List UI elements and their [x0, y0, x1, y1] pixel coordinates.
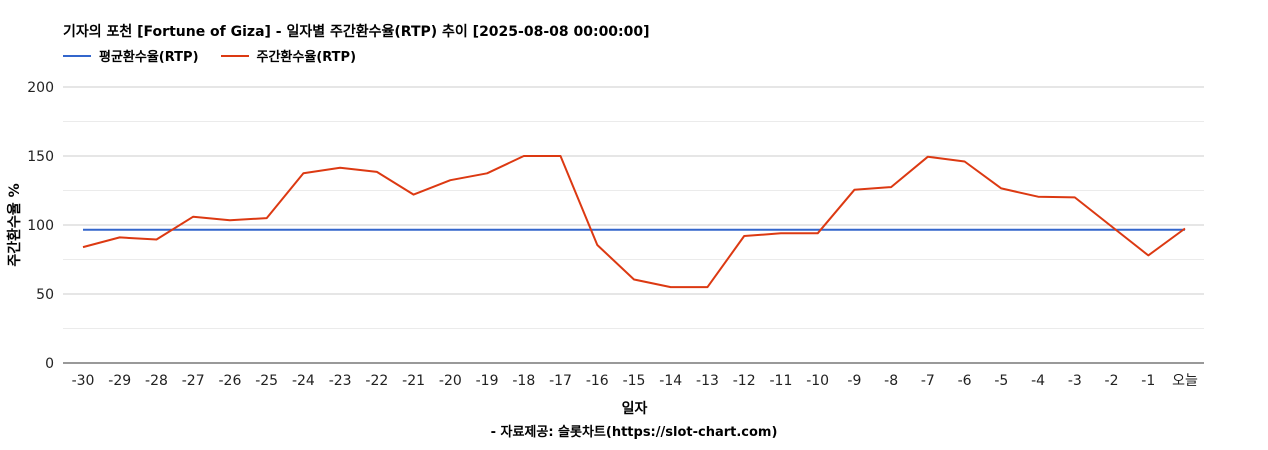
x-tick-label: -5 [994, 373, 1008, 389]
x-tick-label: -21 [402, 373, 425, 389]
x-tick-label: -26 [218, 373, 241, 389]
chart-title: 기자의 포천 [Fortune of Giza] - 일자별 주간환수율(RTP… [63, 24, 650, 40]
legend-item-average[interactable]: 평균환수율(RTP) [63, 46, 199, 65]
y-axis-ticks: 0 50 100 150 200 [27, 80, 54, 372]
y-tick-label: 200 [27, 80, 54, 96]
legend-label-weekly: 주간환수율(RTP) [256, 50, 357, 65]
x-tick-label: -22 [365, 373, 388, 389]
x-tick-label: -11 [769, 373, 792, 389]
legend-label-average: 평균환수율(RTP) [99, 50, 199, 65]
y-tick-label: 100 [27, 218, 54, 234]
x-tick-label: -8 [884, 373, 898, 389]
x-tick-label: -29 [108, 373, 131, 389]
source-note: - 자료제공: 슬롯차트(https://slot-chart.com) [490, 425, 778, 440]
x-tick-label: -25 [255, 373, 278, 389]
legend-swatch-weekly [220, 54, 249, 57]
x-tick-label: -14 [659, 373, 682, 389]
x-tick-label: 오늘 [1172, 373, 1198, 389]
x-tick-label: -20 [439, 373, 462, 389]
x-tick-label: -2 [1105, 373, 1119, 389]
x-tick-label: -28 [145, 373, 168, 389]
x-tick-label: -4 [1031, 373, 1045, 389]
legend-swatch-average [63, 54, 91, 57]
x-tick-label: -1 [1141, 373, 1155, 389]
y-tick-label: 0 [45, 356, 54, 372]
series-line-weekly-rtp[interactable] [82, 155, 1186, 289]
legend: 평균환수율(RTP) 주간환수율(RTP) [63, 46, 356, 65]
x-tick-label: -24 [292, 373, 315, 389]
gridlines [63, 86, 1204, 329]
x-tick-label: -15 [623, 373, 646, 389]
x-axis-title: 일자 [622, 401, 648, 417]
x-tick-label: -13 [696, 373, 719, 389]
x-tick-label: -3 [1068, 373, 1082, 389]
x-tick-label: -18 [512, 373, 535, 389]
x-tick-label: -16 [586, 373, 609, 389]
y-tick-label: 150 [27, 149, 54, 165]
x-tick-label: -17 [549, 373, 572, 389]
x-tick-label: -27 [182, 373, 205, 389]
y-tick-label: 50 [36, 287, 54, 303]
y-axis-title: 주간환수율 % [6, 183, 23, 266]
x-tick-label: -7 [921, 373, 935, 389]
x-tick-label: -19 [476, 373, 499, 389]
x-tick-label: -12 [733, 373, 756, 389]
x-tick-label: -30 [72, 373, 95, 389]
series-lines [82, 155, 1186, 289]
x-axis-ticks: -30 -29 -28 -27 -26 -25 -24 -23 -22 -21 -20 -19 -18-… [72, 373, 1198, 389]
x-tick-label: -6 [958, 373, 972, 389]
x-tick-label: -9 [847, 373, 861, 389]
x-tick-label: -10 [806, 373, 829, 389]
legend-item-weekly[interactable]: 주간환수율(RTP) [220, 46, 357, 65]
x-tick-label: -23 [329, 373, 352, 389]
